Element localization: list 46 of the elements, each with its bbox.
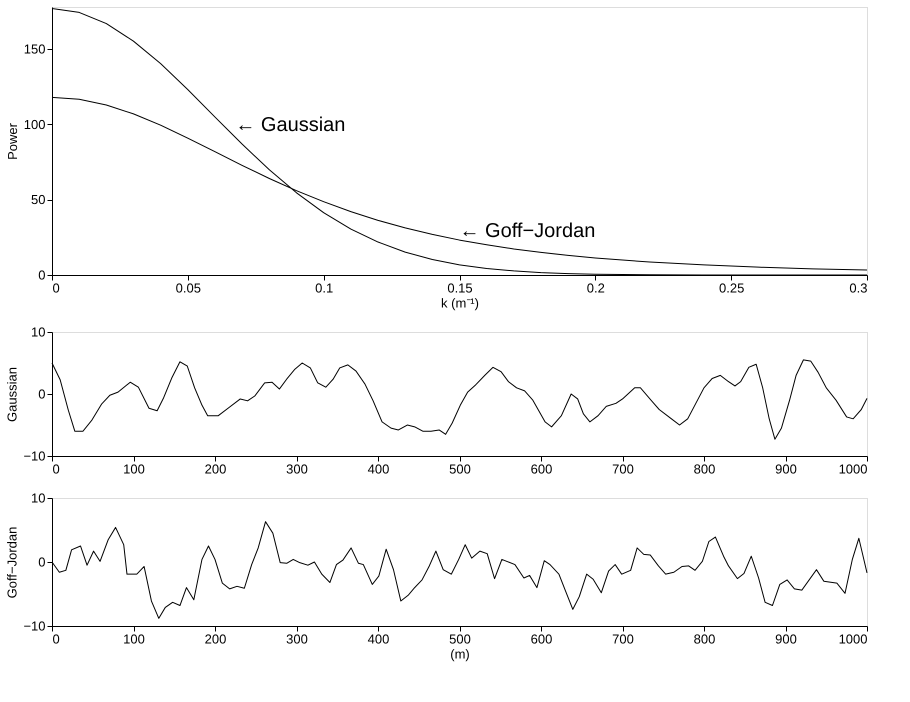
y-tick-label: −10 <box>23 448 46 464</box>
y-axis-title: Goff−Jordan <box>4 526 20 598</box>
x-tick-label: 600 <box>530 462 552 476</box>
x-tick-label: 300 <box>286 462 308 476</box>
y-tick-label: 0 <box>38 554 46 570</box>
y-tick-label: 50 <box>31 192 46 208</box>
x-tick-label: 900 <box>775 462 797 476</box>
y-tick-label: 10 <box>31 324 46 340</box>
x-tick-label: 0.1 <box>315 280 334 296</box>
x-tick-label: 400 <box>368 462 390 476</box>
annotation: ← Goff−Jordan <box>460 220 596 242</box>
y-axis-title: Gaussian <box>4 367 20 422</box>
x-tick-label: 400 <box>368 632 390 646</box>
x-tick-label: 700 <box>612 462 634 476</box>
y-tick-label: 0 <box>38 268 46 282</box>
x-tick-label: 500 <box>449 462 471 476</box>
x-tick-label: 500 <box>449 632 471 646</box>
x-tick-label: 0.15 <box>447 280 473 296</box>
x-tick-label: 1000 <box>838 632 868 646</box>
x-axis-title: k (m⁻¹) <box>441 296 479 310</box>
x-tick-label: 800 <box>694 632 716 646</box>
x-tick-label: 0.3 <box>849 280 868 296</box>
x-tick-label: 0.2 <box>586 280 605 296</box>
y-tick-label: 10 <box>31 490 46 506</box>
y-axis-title: Power <box>4 122 20 160</box>
x-tick-label: 800 <box>694 462 716 476</box>
x-axis-title: (m) <box>450 646 470 662</box>
x-tick-label: 100 <box>123 462 145 476</box>
y-tick-label: −10 <box>23 618 46 634</box>
x-tick-label: 0.05 <box>176 280 201 296</box>
x-tick-label: 300 <box>286 632 308 646</box>
x-tick-label: 200 <box>204 462 226 476</box>
x-tick-label: 0 <box>52 280 60 296</box>
x-tick-label: 0.25 <box>719 280 744 296</box>
x-tick-label: 200 <box>204 632 226 646</box>
x-tick-label: 1000 <box>838 462 868 476</box>
annotation: ← Gaussian <box>235 114 346 136</box>
x-tick-label: 900 <box>775 632 797 646</box>
x-tick-label: 600 <box>530 632 552 646</box>
x-tick-label: 0 <box>52 462 60 476</box>
y-tick-label: 0 <box>38 386 46 402</box>
y-tick-label: 100 <box>24 116 46 132</box>
x-tick-label: 0 <box>52 632 60 646</box>
y-tick-label: 150 <box>24 42 46 57</box>
x-tick-label: 700 <box>612 632 634 646</box>
x-tick-label: 100 <box>123 632 145 646</box>
